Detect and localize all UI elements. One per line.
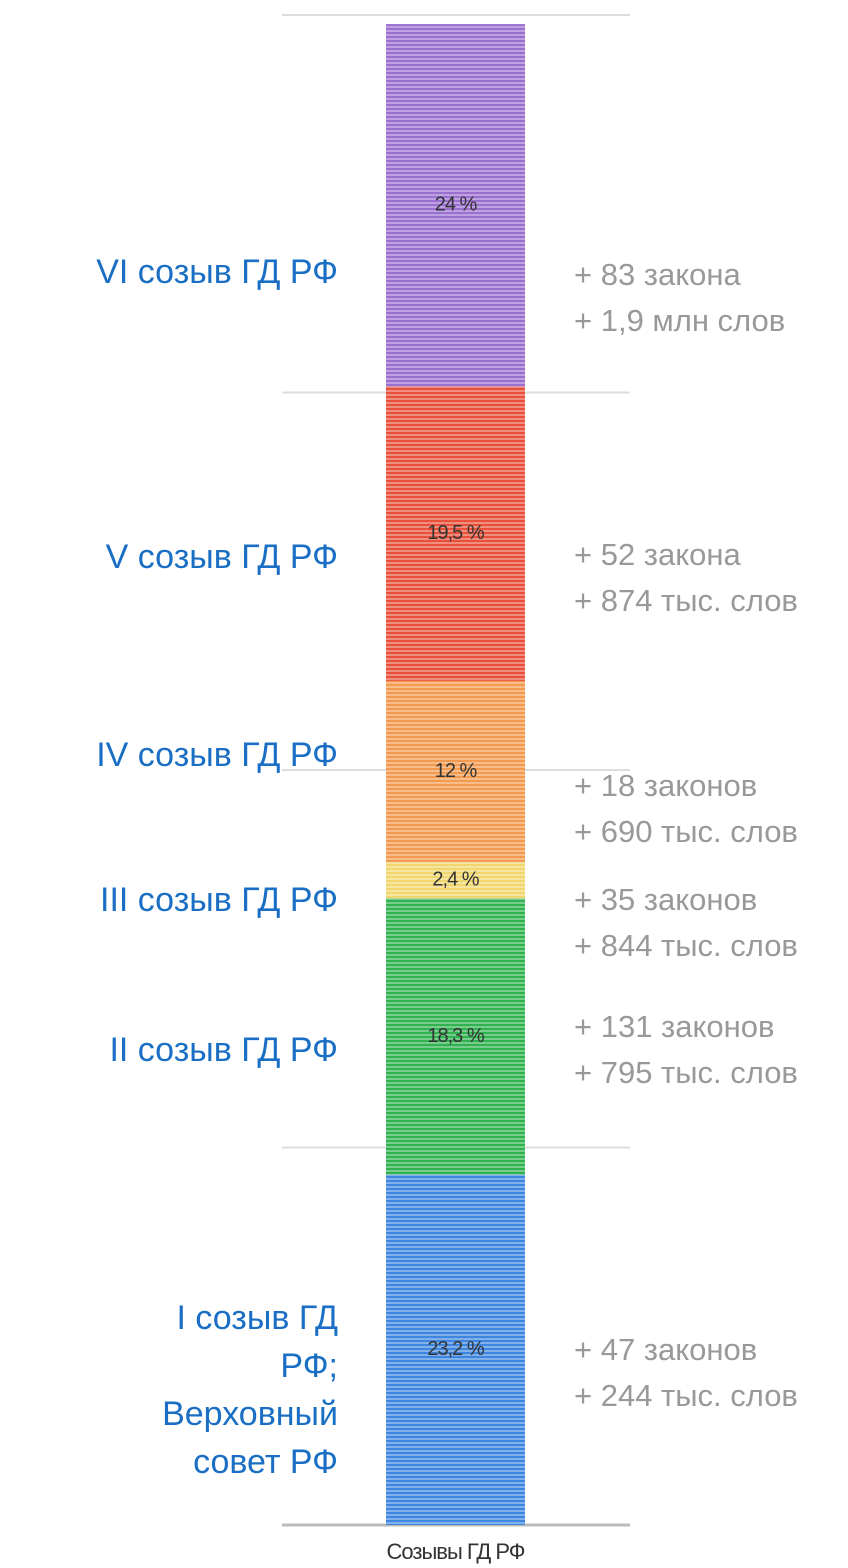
annotation: + 35 законов + 844 тыс. слов [574, 877, 798, 969]
series-label: II созыв ГД РФ [109, 1031, 338, 1069]
annotation: + 52 закона + 874 тыс. слов [574, 532, 798, 624]
value-label: 23,2 % [427, 1338, 484, 1360]
series-label: IV созыв ГД РФ [96, 736, 338, 774]
value-label: 24 % [435, 194, 478, 216]
annotation-line: + 131 законов [574, 1009, 775, 1044]
annotation: + 131 законов + 795 тыс. слов [574, 1004, 798, 1096]
annotation-line: + 35 законов [574, 882, 758, 917]
annotation: + 18 законов + 690 тыс. слов [574, 763, 798, 855]
annotation-line: + 244 тыс. слов [574, 1378, 798, 1413]
x-tick-label: Созывы ГД РФ [387, 1539, 525, 1564]
annotation-line: + 795 тыс. слов [574, 1055, 798, 1090]
value-label: 12 % [435, 760, 478, 782]
series-label: I созыв ГД РФ; Верховный совет РФ [162, 1298, 338, 1481]
annotation: + 47 законов + 244 тыс. слов [574, 1327, 798, 1419]
annotation-line: + 52 закона [574, 537, 741, 572]
annotation-line: + 18 законов [574, 768, 758, 803]
value-label: 2,4 % [432, 869, 479, 891]
series-label: VI созыв ГД РФ [96, 253, 338, 291]
annotation-line: + 690 тыс. слов [574, 814, 798, 849]
series-label: V созыв ГД РФ [105, 538, 338, 576]
annotation-line: + 83 закона [574, 257, 741, 292]
bar-segment [386, 386, 525, 681]
annotation-line: + 874 тыс. слов [574, 583, 798, 618]
bar-segment [386, 24, 525, 387]
bar-segment [386, 1174, 525, 1525]
series-label: III созыв ГД РФ [100, 881, 338, 919]
value-label: 19,5 % [427, 522, 484, 544]
annotation-line: + 844 тыс. слов [574, 928, 798, 963]
annotation-line: + 1,9 млн слов [574, 303, 786, 338]
value-label: 18,3 % [427, 1025, 484, 1047]
bar-segment [386, 680, 525, 863]
bar-segment [386, 898, 525, 1175]
annotation: + 83 закона + 1,9 млн слов [574, 252, 785, 344]
bar-segment [386, 862, 525, 899]
annotation-line: + 47 законов [574, 1332, 758, 1367]
